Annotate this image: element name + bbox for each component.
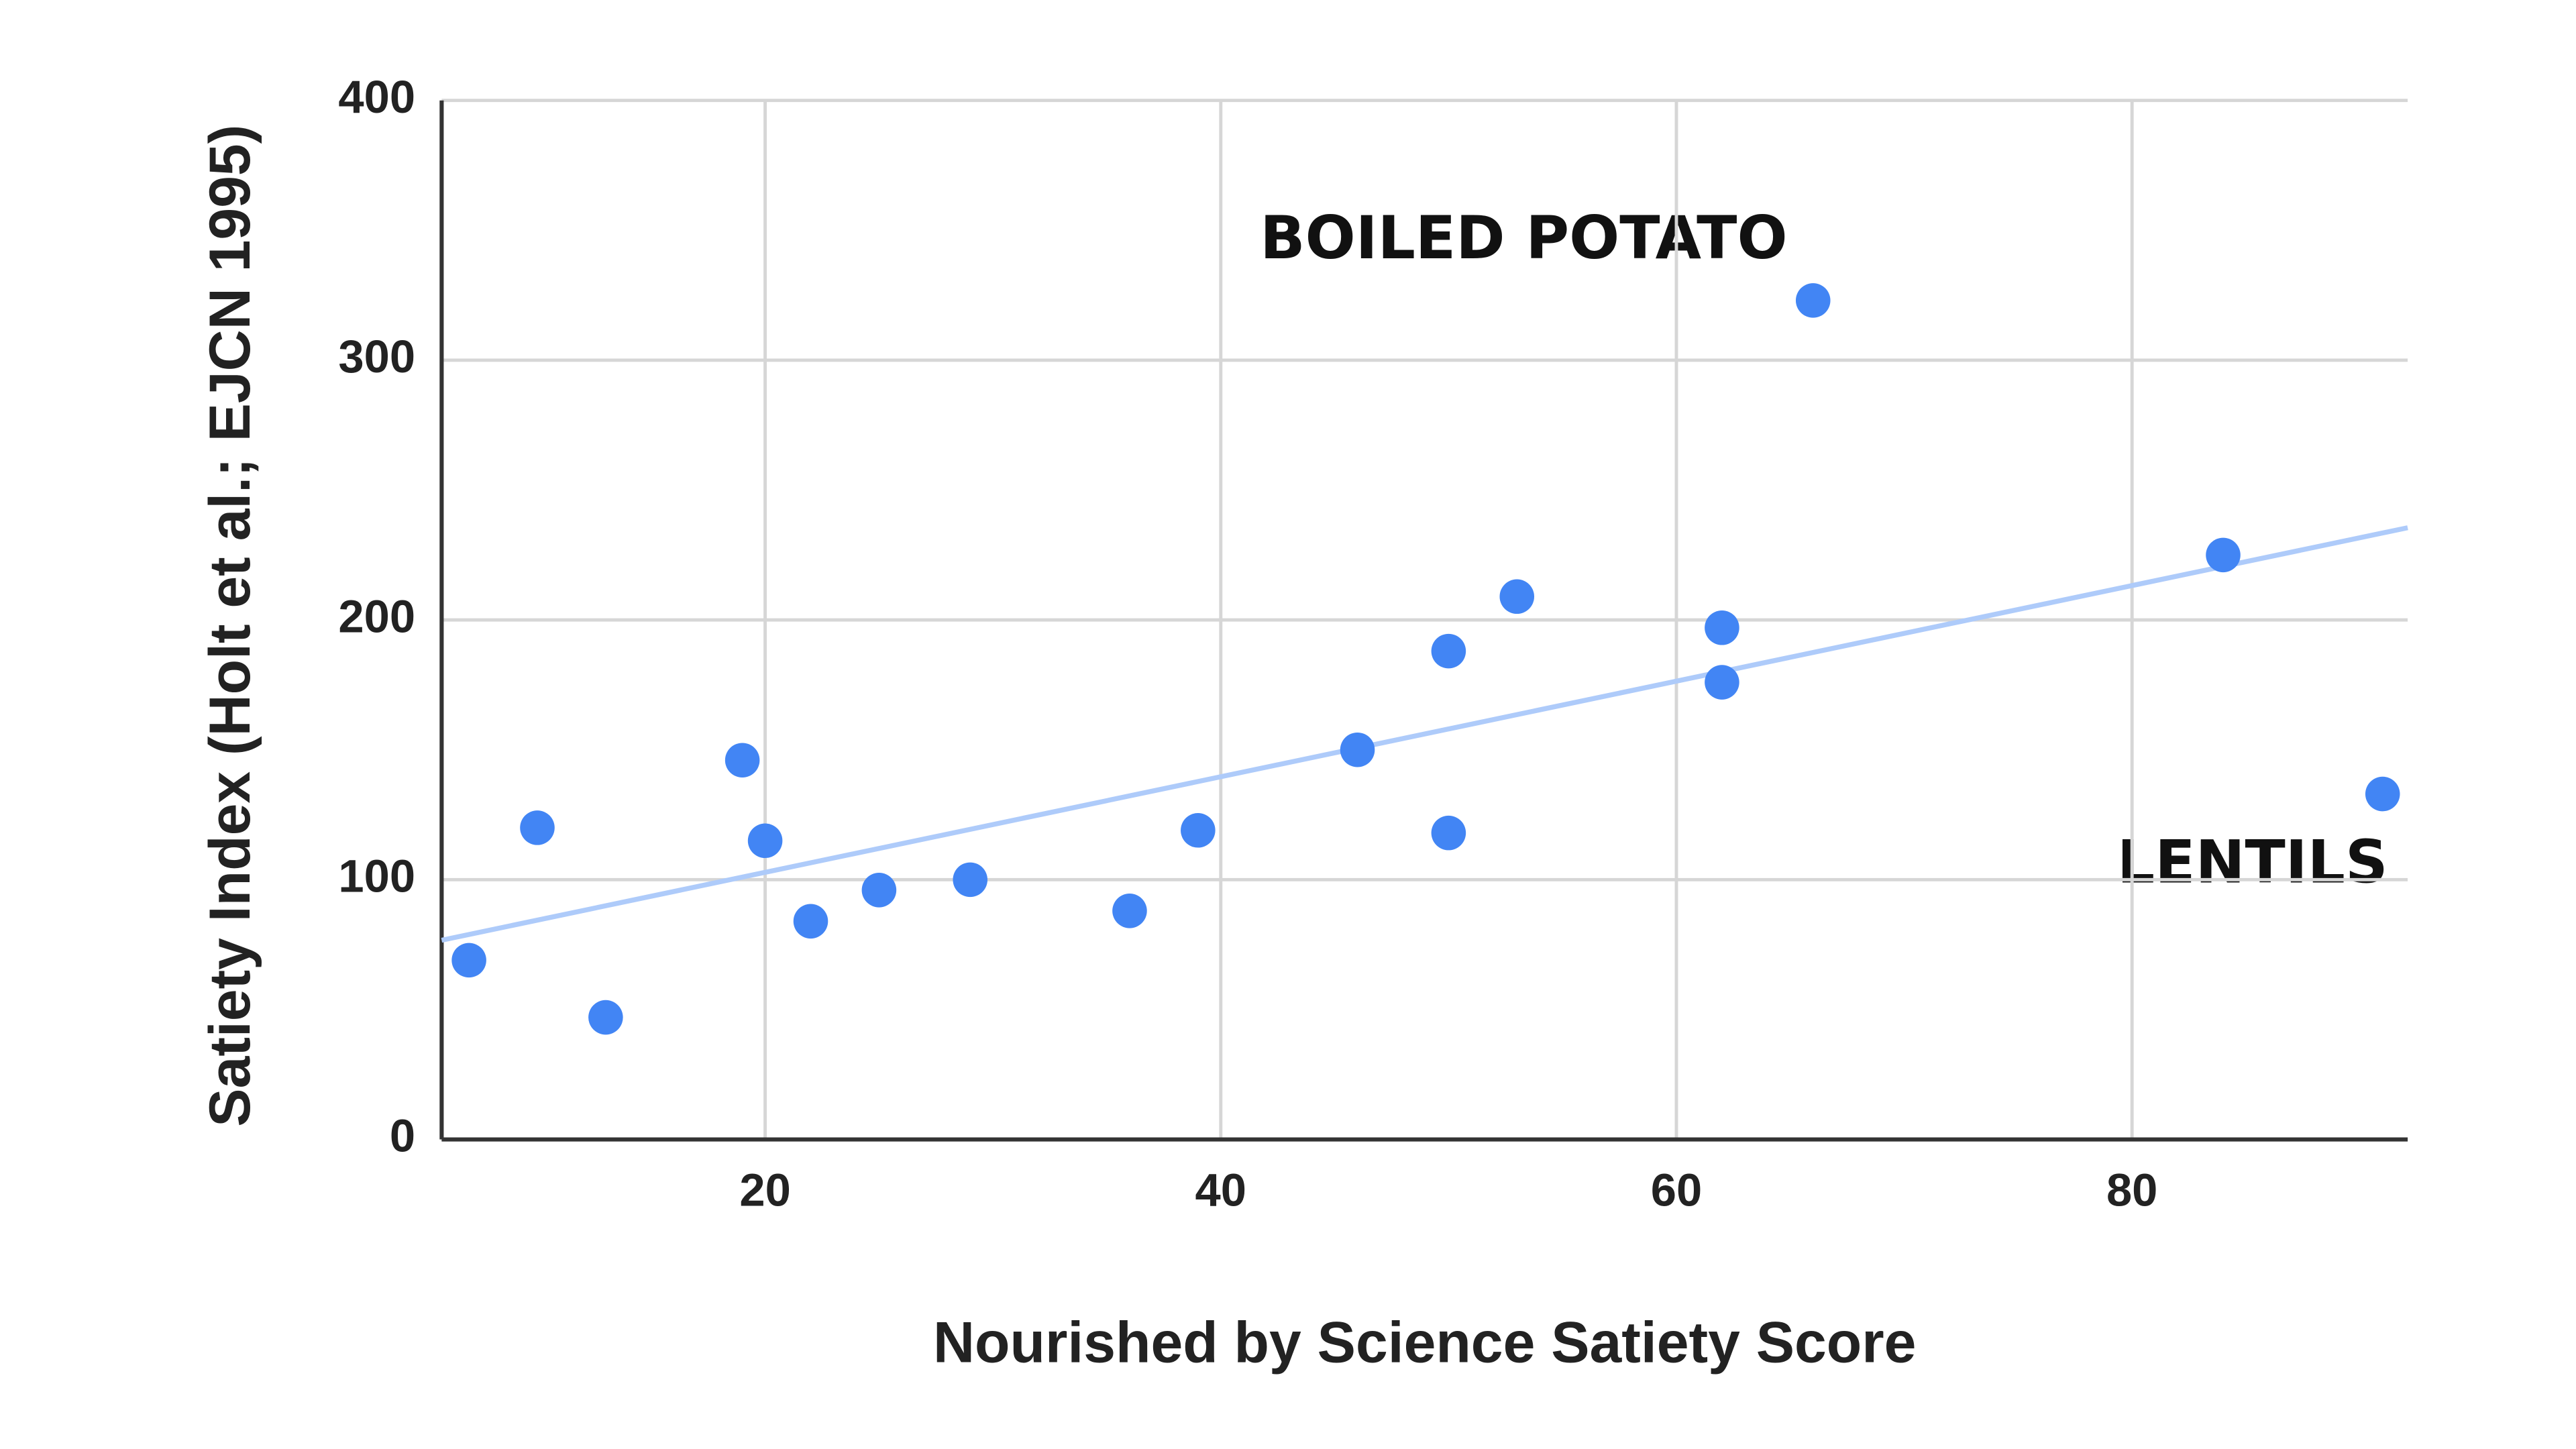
- data-point: [2365, 776, 2400, 812]
- data-point: [1112, 894, 1147, 928]
- data-point: [861, 873, 897, 908]
- data-point: [1705, 665, 1739, 700]
- data-point: [747, 823, 783, 859]
- y-tick-label: 400: [338, 71, 415, 123]
- data-point: [588, 1000, 623, 1035]
- data-point: [2206, 537, 2241, 573]
- y-tick-label: 300: [338, 331, 415, 382]
- data-point: [520, 810, 555, 845]
- data-point: [1340, 732, 1375, 767]
- y-axis-title: Satiety Index (Holt et al.; EJCN 1995): [198, 125, 262, 1127]
- annotation: LENTILS: [2117, 827, 2388, 896]
- data-point: [793, 904, 828, 939]
- y-tick-label: 200: [338, 590, 415, 642]
- data-point: [1795, 283, 1831, 318]
- data-point: [1499, 579, 1535, 614]
- y-tick-label: 100: [338, 850, 415, 902]
- x-tick-label: 60: [1651, 1165, 1702, 1216]
- data-point: [1181, 812, 1216, 848]
- x-axis-title: Nourished by Science Satiety Score: [933, 1311, 1916, 1375]
- x-tick-label: 40: [1195, 1165, 1246, 1216]
- x-tick-label: 80: [2106, 1165, 2157, 1216]
- x-tick-label: 20: [739, 1165, 790, 1216]
- annotation: BOILED POTATO: [1260, 203, 1787, 272]
- data-point: [724, 743, 760, 777]
- data-point: [451, 943, 486, 978]
- y-tick-label: 0: [390, 1110, 415, 1162]
- data-point: [1431, 815, 1466, 851]
- data-point: [953, 862, 988, 898]
- trendline: [441, 525, 2408, 943]
- data-point: [1431, 633, 1466, 669]
- data-point: [1705, 610, 1739, 645]
